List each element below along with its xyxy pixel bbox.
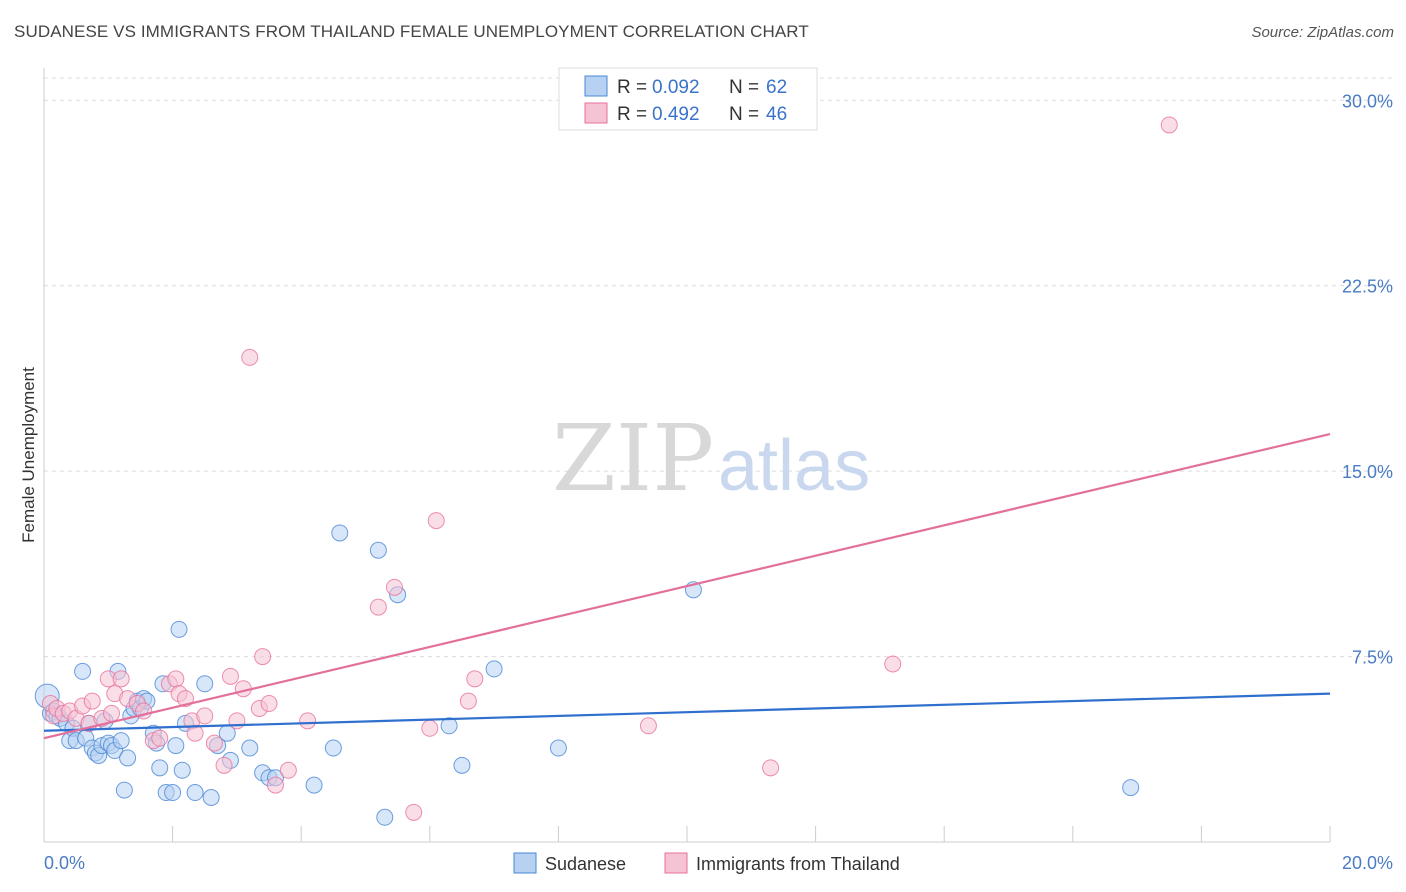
watermark-zip: ZIP: [552, 405, 714, 512]
y-tick-label-3: 30.0%: [1342, 91, 1393, 111]
legend-swatch-pink: [584, 102, 608, 124]
sudanese-point: [369, 541, 387, 559]
thailand-point: [228, 712, 246, 730]
sudanese-point: [186, 784, 204, 802]
y-tick-label-0: 7.5%: [1352, 648, 1393, 668]
thailand-point: [421, 719, 439, 737]
thailand-point: [279, 761, 297, 779]
sudanese-point: [173, 761, 191, 779]
thailand-point: [151, 729, 169, 747]
thailand-point: [221, 667, 239, 685]
sudanese-point: [170, 620, 188, 638]
thailand-point: [884, 655, 902, 673]
legend-swatch-blue: [584, 75, 608, 97]
x-tick-labels: 0.0% 20.0%: [44, 853, 1393, 873]
series-thailand-points: [41, 116, 1178, 821]
sudanese-point: [453, 756, 471, 774]
y-tick-labels: 7.5% 15.0% 22.5% 30.0%: [1342, 91, 1393, 667]
bottom-legend-thailand: Immigrants from Thailand: [696, 854, 900, 874]
thailand-point: [186, 724, 204, 742]
sudanese-point: [74, 662, 92, 680]
legend-r-value-1: 0.092: [652, 77, 700, 98]
x-tick-label-max: 20.0%: [1342, 853, 1393, 873]
thailand-point: [639, 717, 657, 735]
grid-lines: [44, 77, 1395, 658]
thailand-point: [459, 692, 477, 710]
sudanese-point: [324, 739, 342, 757]
thailand-point: [176, 690, 194, 708]
bottom-legend-swatch-thailand: [664, 852, 688, 874]
sudanese-point: [202, 788, 220, 806]
sudanese-point: [1122, 779, 1140, 797]
sudanese-point: [196, 675, 214, 693]
sudanese-point: [376, 808, 394, 826]
source-credit: Source: ZipAtlas.com: [1251, 24, 1394, 41]
legend-r-label-2: R =: [617, 104, 647, 125]
thailand-point: [83, 692, 101, 710]
thailand-point: [167, 670, 185, 688]
legend-n-value-1: 62: [766, 77, 787, 98]
thailand-point: [215, 756, 233, 774]
thailand-point: [103, 704, 121, 722]
bottom-legend: Sudanese Immigrants from Thailand: [513, 852, 900, 874]
trend-line-sudanese: [43, 692, 1331, 732]
sudanese-point: [151, 759, 169, 777]
axes: [43, 68, 1331, 843]
trend-lines: [43, 432, 1331, 740]
sudanese-point: [549, 739, 567, 757]
thailand-point: [299, 712, 317, 730]
thailand-point: [112, 670, 130, 688]
thailand-point: [385, 578, 403, 596]
sudanese-point: [115, 781, 133, 799]
thailand-point: [266, 776, 284, 794]
sudanese-point: [440, 717, 458, 735]
chart-title: SUDANESE VS IMMIGRANTS FROM THAILAND FEM…: [14, 22, 809, 41]
x-tick-label-min: 0.0%: [44, 853, 85, 873]
thailand-point: [369, 598, 387, 616]
sudanese-point: [119, 749, 137, 767]
thailand-point: [762, 759, 780, 777]
legend-r-label-1: R =: [617, 77, 647, 98]
thailand-point: [1160, 116, 1178, 134]
y-tick-label-1: 15.0%: [1342, 462, 1393, 482]
sudanese-point: [485, 660, 503, 678]
bottom-legend-sudanese: Sudanese: [545, 854, 626, 874]
legend-n-label-1: N =: [729, 77, 759, 98]
legend-n-value-2: 46: [766, 104, 787, 125]
sudanese-point: [331, 524, 349, 542]
sudanese-point: [241, 739, 259, 757]
series-sudanese-points: [34, 524, 1140, 826]
thailand-point: [427, 512, 445, 530]
sudanese-point: [167, 737, 185, 755]
sudanese-point: [164, 784, 182, 802]
y-tick-label-2: 22.5%: [1342, 277, 1393, 297]
bottom-legend-swatch-sudanese: [513, 852, 537, 874]
y-axis-label: Female Unemployment: [19, 367, 38, 543]
watermark-atlas: atlas: [718, 426, 870, 506]
sudanese-point: [112, 732, 130, 750]
legend-r-value-2: 0.492: [652, 104, 700, 125]
trend-line-thailand: [43, 432, 1331, 740]
thailand-point: [205, 734, 223, 752]
thailand-point: [241, 348, 259, 366]
legend-n-label-2: N =: [729, 104, 759, 125]
thailand-point: [254, 648, 272, 666]
thailand-point: [196, 707, 214, 725]
legend-box: R = 0.092 N = 62 R = 0.492 N = 46: [558, 67, 818, 131]
sudanese-point: [305, 776, 323, 794]
thailand-point: [405, 803, 423, 821]
thailand-point: [466, 670, 484, 688]
thailand-point: [260, 695, 278, 713]
